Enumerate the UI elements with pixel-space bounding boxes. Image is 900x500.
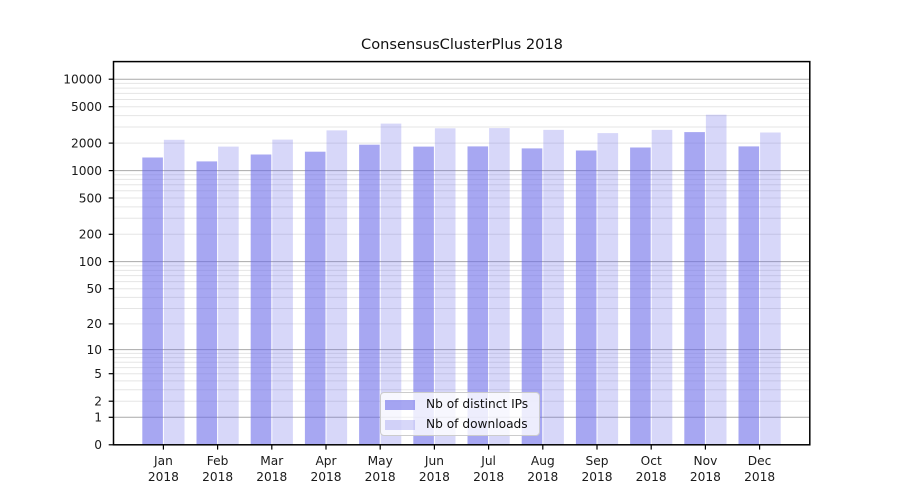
y-axis-labels: 0 1 2 5 10 20 50 100 200 500 1000 2000 5000 10000: [63, 73, 102, 453]
bar-feb-ips: [196, 161, 218, 445]
x-tick-label-year: 2018: [256, 470, 287, 484]
x-tick-label-month: Jun: [424, 454, 444, 468]
bar-oct-downloads: [651, 129, 673, 445]
legend-swatch-distinct-ips-icon: [385, 399, 415, 410]
bar-dec-ips: [738, 146, 760, 445]
y-tick-label: 10: [86, 343, 102, 357]
bar-oct-ips: [630, 147, 651, 445]
bars-downloads: [163, 114, 781, 445]
legend-item-downloads: Nb of downloads: [385, 417, 528, 431]
x-tick-label-month: Jul: [480, 454, 496, 468]
x-tick-label-year: 2018: [419, 470, 450, 484]
minor-gridlines: [113, 82, 810, 402]
legend-label-distinct-ips: Nb of distinct IPs: [426, 397, 529, 411]
bar-dec-downloads: [760, 132, 781, 445]
x-tick-label-month: May: [368, 454, 393, 468]
bar-aug-downloads: [543, 129, 564, 445]
x-tick-label-year: 2018: [527, 470, 558, 484]
bar-aug-ips: [521, 148, 543, 445]
chart-title: ConsensusClusterPlus 2018: [361, 36, 563, 53]
y-tick-label: 20: [86, 317, 102, 331]
y-tick-label: 5000: [71, 100, 102, 114]
bar-jan-downloads: [163, 139, 185, 445]
x-tick-label-month: Apr: [315, 454, 337, 468]
bar-mar-downloads: [272, 139, 293, 445]
x-tick-label-month: Sep: [586, 454, 609, 468]
y-tick-label: 10000: [63, 73, 102, 87]
bars-distinct-ips: [142, 132, 760, 445]
x-tick-label-year: 2018: [365, 470, 396, 484]
x-tick-label-year: 2018: [581, 470, 612, 484]
x-tick-label-year: 2018: [690, 470, 721, 484]
x-tick-label-year: 2018: [310, 470, 341, 484]
x-tick-label-year: 2018: [636, 470, 667, 484]
bar-jan-ips: [142, 157, 163, 445]
x-tick-label-month: Jan: [153, 454, 173, 468]
legend-label-downloads: Nb of downloads: [426, 417, 528, 431]
x-tick-label-month: Nov: [694, 454, 718, 468]
bar-jul-ips: [467, 146, 489, 445]
x-tick-label-month: Dec: [748, 454, 772, 468]
y-axis-ticks: [108, 78, 114, 446]
x-tick-label-month: Feb: [207, 454, 229, 468]
x-tick-label-month: Mar: [260, 454, 284, 468]
x-tick-label-month: Oct: [641, 454, 662, 468]
bar-apr-downloads: [326, 130, 348, 445]
bar-jul-downloads: [489, 128, 510, 445]
x-axis-ticks: [162, 444, 761, 450]
x-tick-label-year: 2018: [148, 470, 179, 484]
y-tick-label: 2: [94, 395, 102, 409]
x-tick-label-year: 2018: [202, 470, 233, 484]
y-tick-label: 1000: [71, 164, 102, 178]
y-tick-label: 0: [94, 438, 102, 452]
bar-mar-ips: [250, 154, 272, 445]
bar-sep-ips: [575, 150, 597, 445]
x-tick-label-year: 2018: [744, 470, 775, 484]
x-tick-label-year: 2018: [473, 470, 504, 484]
legend-swatch-downloads-icon: [385, 419, 415, 430]
y-tick-label: 5: [94, 367, 102, 381]
bar-feb-downloads: [218, 146, 239, 445]
y-tick-label: 200: [79, 228, 102, 242]
legend: Nb of distinct IPs Nb of downloads: [380, 392, 541, 436]
bar-jun-ips: [413, 146, 434, 445]
bar-nov-ips: [684, 132, 705, 445]
bar-may-ips: [359, 144, 380, 445]
plot-border: [112, 60, 811, 446]
y-tick-label: 1: [94, 411, 102, 425]
major-gridlines: [113, 78, 810, 418]
y-tick-label: 100: [79, 255, 102, 269]
bar-apr-ips: [304, 151, 326, 445]
y-tick-label: 50: [86, 282, 102, 296]
x-axis-labels: Jan 2018 Feb 2018 Mar 2018 Apr 2018 May 2018 Jun 20…: [148, 454, 775, 484]
bar-may-downloads: [380, 123, 402, 445]
bar-jun-downloads: [434, 128, 456, 445]
bar-nov-downloads: [705, 114, 727, 445]
x-tick-label-month: Aug: [531, 454, 555, 468]
bar-sep-downloads: [597, 133, 619, 445]
y-tick-label: 2000: [71, 136, 102, 150]
y-tick-label: 500: [79, 191, 102, 205]
legend-item-distinct-ips: Nb of distinct IPs: [385, 397, 529, 411]
